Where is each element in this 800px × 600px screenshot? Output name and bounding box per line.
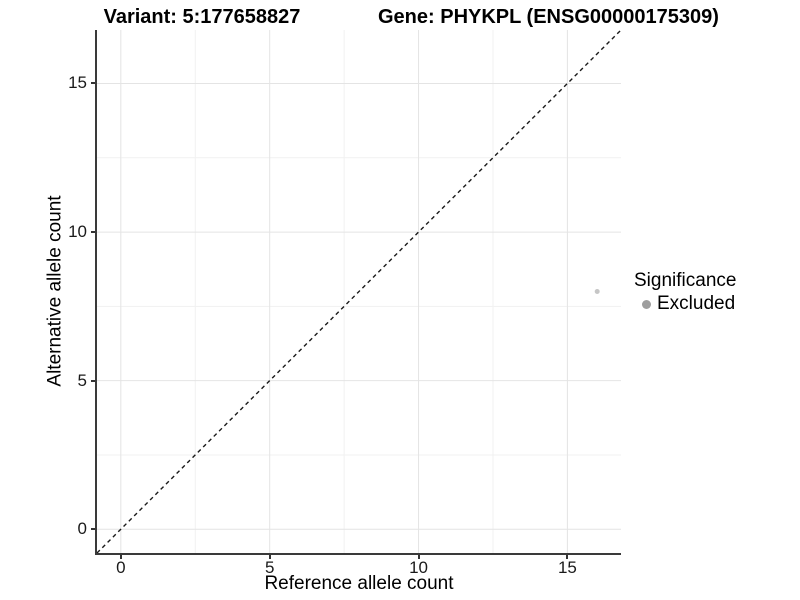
x-tick-label: 5 xyxy=(264,558,275,577)
y-tick-label: 10 xyxy=(68,222,87,242)
y-tick-label: 0 xyxy=(77,519,87,539)
gene-title: Gene: PHYKPL (ENSG00000175309) xyxy=(378,6,719,28)
legend: Significance Excluded xyxy=(634,271,736,314)
x-tick-label: 10 xyxy=(409,558,428,577)
legend-point-marker xyxy=(642,299,651,309)
identity-dashed-line xyxy=(97,30,621,553)
variant-title: Variant: 5:177658827 xyxy=(103,6,301,28)
plot-canvas xyxy=(97,30,621,553)
y-tick-mark xyxy=(91,379,95,382)
plot-panel xyxy=(95,30,621,555)
y-tick-mark xyxy=(91,231,95,234)
x-tick-mark xyxy=(119,555,122,559)
x-tick-label: 0 xyxy=(116,558,126,577)
y-tick-mark xyxy=(91,528,95,531)
y-tick-mark xyxy=(91,82,95,85)
y-tick-label: 5 xyxy=(77,370,87,390)
x-tick-mark xyxy=(268,555,271,559)
x-tick-label: 15 xyxy=(557,558,577,577)
y-axis-title: Alternative allele count xyxy=(44,195,66,387)
legend-item-label: Excluded xyxy=(657,293,736,314)
legend-item-excluded: Excluded xyxy=(642,294,736,314)
x-tick-mark xyxy=(417,555,420,559)
data-point xyxy=(594,289,600,294)
y-tick-label: 15 xyxy=(68,73,87,93)
x-tick-mark xyxy=(566,555,569,559)
x-axis-title: Reference allele count xyxy=(264,573,454,594)
legend-title: Significance xyxy=(634,270,737,291)
